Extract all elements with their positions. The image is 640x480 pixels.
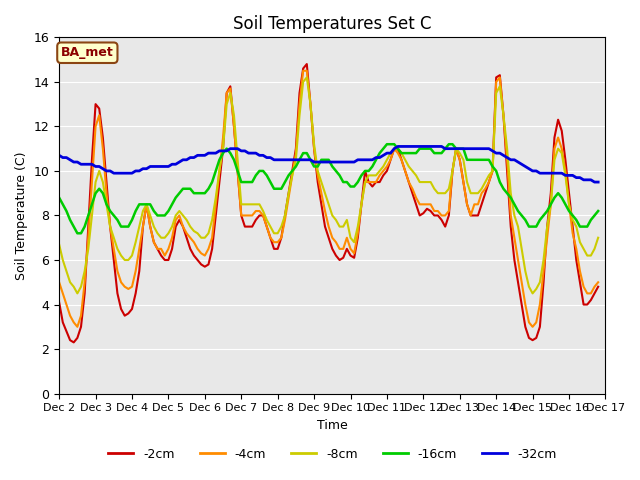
-16cm: [55, 195, 63, 201]
-16cm: [154, 213, 161, 218]
-16cm: [296, 157, 303, 163]
-2cm: [416, 213, 424, 218]
-2cm: [186, 246, 194, 252]
-8cm: [416, 179, 424, 185]
-4cm: [595, 279, 602, 285]
-32cm: [186, 155, 194, 160]
-8cm: [74, 290, 81, 296]
-32cm: [595, 179, 602, 185]
-4cm: [186, 235, 194, 240]
-32cm: [150, 164, 157, 169]
-4cm: [74, 324, 81, 330]
-4cm: [154, 246, 161, 252]
Line: -4cm: -4cm: [59, 71, 598, 327]
-16cm: [595, 208, 602, 214]
-2cm: [154, 246, 161, 252]
-4cm: [416, 202, 424, 207]
-2cm: [303, 61, 310, 67]
-8cm: [190, 228, 198, 234]
-8cm: [296, 112, 303, 118]
-8cm: [595, 235, 602, 240]
-2cm: [190, 252, 198, 258]
-4cm: [128, 284, 136, 289]
X-axis label: Time: Time: [317, 419, 348, 432]
-8cm: [154, 230, 161, 236]
-4cm: [296, 101, 303, 107]
-32cm: [125, 170, 132, 176]
-4cm: [190, 240, 198, 245]
Line: -16cm: -16cm: [59, 144, 598, 233]
-32cm: [591, 179, 598, 185]
-8cm: [55, 241, 63, 247]
Line: -32cm: -32cm: [59, 146, 598, 182]
-4cm: [55, 279, 63, 285]
-2cm: [55, 300, 63, 305]
-32cm: [412, 144, 420, 149]
-32cm: [55, 153, 63, 158]
Line: -8cm: -8cm: [59, 77, 598, 293]
-16cm: [128, 217, 136, 223]
-2cm: [128, 306, 136, 312]
-8cm: [128, 252, 136, 258]
-16cm: [416, 146, 424, 152]
-16cm: [383, 141, 391, 147]
Title: Soil Temperatures Set C: Soil Temperatures Set C: [233, 15, 431, 33]
-32cm: [394, 144, 402, 149]
-32cm: [183, 157, 191, 163]
Legend: -2cm, -4cm, -8cm, -16cm, -32cm: -2cm, -4cm, -8cm, -16cm, -32cm: [103, 443, 561, 466]
-32cm: [292, 157, 300, 163]
Text: BA_met: BA_met: [61, 46, 114, 59]
-2cm: [595, 284, 602, 289]
-8cm: [186, 224, 194, 229]
-16cm: [74, 230, 81, 236]
-8cm: [303, 74, 310, 80]
-16cm: [190, 190, 198, 196]
-16cm: [186, 186, 194, 192]
-2cm: [70, 339, 77, 345]
Y-axis label: Soil Temperature (C): Soil Temperature (C): [15, 151, 28, 280]
-4cm: [300, 68, 307, 73]
Line: -2cm: -2cm: [59, 64, 598, 342]
-2cm: [296, 90, 303, 96]
